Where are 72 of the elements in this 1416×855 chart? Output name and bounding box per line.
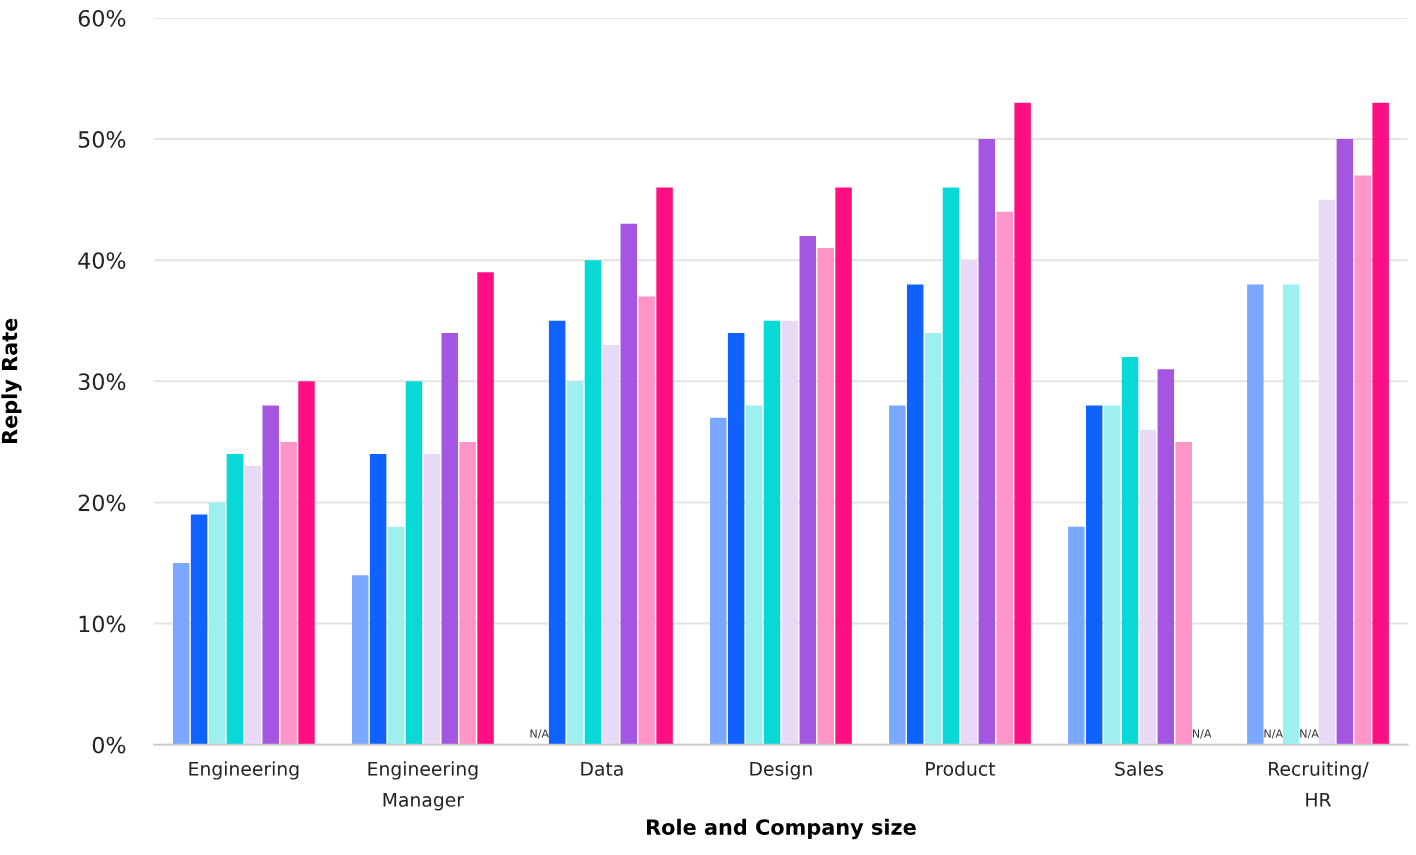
bar (889, 405, 906, 745)
bar (387, 526, 405, 745)
bar (727, 332, 745, 745)
y-axis-title: Reply Rate (1, 318, 22, 444)
x-tick-label: Sales (1115, 761, 1164, 776)
text: N/A (530, 729, 549, 739)
bar (1085, 405, 1103, 745)
bar (1103, 405, 1121, 745)
y-tick-label: 50% (78, 131, 126, 148)
bar (978, 139, 996, 745)
bar (656, 187, 673, 745)
bar (960, 260, 978, 745)
bar (906, 284, 924, 745)
x-tick-label: Engineering (189, 761, 299, 780)
text: N/A (1300, 729, 1319, 739)
bar (548, 320, 566, 745)
bar (441, 332, 458, 745)
bar (799, 235, 817, 745)
text: N/A (1192, 729, 1212, 739)
bar (638, 296, 655, 745)
x-tick-label: Engineering Manager (368, 761, 478, 811)
bar (208, 502, 226, 745)
bar (1318, 199, 1336, 745)
x-tick-label: Product (926, 761, 996, 776)
bar (942, 187, 960, 745)
bar (817, 248, 834, 745)
bar (710, 417, 727, 745)
bar (351, 575, 369, 745)
bar (369, 454, 387, 745)
bar (1068, 526, 1085, 745)
y-tick-label: 60% (78, 9, 126, 27)
bar (996, 211, 1013, 745)
x-tick-label: Recruiting/ HR (1269, 761, 1369, 807)
bar (1139, 429, 1157, 745)
x-tick-label: Design (750, 761, 812, 780)
x-axis-title: Role and Company size (647, 818, 916, 840)
bar (262, 405, 279, 745)
bar (477, 272, 494, 745)
bar (924, 332, 942, 745)
bar (1014, 102, 1031, 745)
y-tick-label: 10% (79, 615, 126, 633)
bar (190, 514, 208, 745)
bar (298, 381, 315, 745)
bar (763, 320, 781, 745)
bar (226, 454, 244, 745)
bar (1336, 139, 1354, 745)
bar (781, 320, 799, 745)
bar (1282, 284, 1300, 745)
bar (405, 381, 423, 745)
y-tick-label: 40% (78, 252, 126, 269)
bar (745, 405, 763, 745)
bar (280, 441, 297, 745)
bar (1247, 284, 1264, 745)
bar (1372, 102, 1389, 745)
bar (1175, 441, 1192, 745)
bar (602, 344, 620, 745)
bar (835, 187, 852, 745)
bar (584, 260, 602, 745)
bar (244, 466, 262, 745)
y-tick-label: 30% (78, 373, 126, 391)
y-tick-label: 0% (92, 736, 126, 754)
bar (459, 441, 476, 745)
bar (1121, 357, 1139, 745)
bar (620, 223, 637, 745)
bar (1157, 369, 1175, 745)
bar (423, 454, 441, 745)
bar (172, 563, 190, 745)
y-tick-label: 20% (78, 494, 126, 512)
x-tick-label: Data (581, 761, 623, 776)
text: N/A (1264, 729, 1283, 739)
bar (1354, 175, 1371, 745)
bar (566, 381, 584, 745)
